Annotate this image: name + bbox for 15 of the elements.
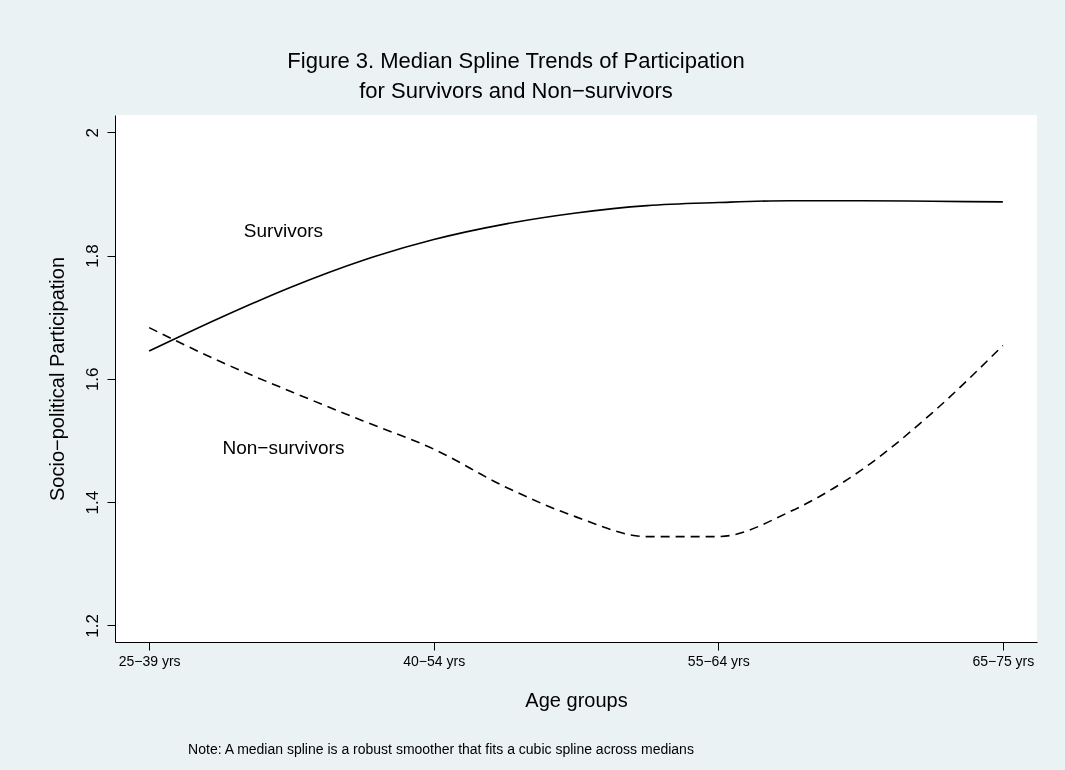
y-tick-label: 2: [82, 128, 102, 138]
series-label: Survivors: [243, 219, 324, 241]
x-tick-label: 40−54 yrs: [403, 652, 466, 669]
x-axis-title: Age groups: [525, 688, 628, 711]
y-axis-title: Socio−political Participation: [45, 256, 68, 502]
chart-title: Figure 3. Median Spline Trends of Participation for Survivors and Non−survivors: [287, 48, 745, 103]
series-label: Non−survivors: [222, 436, 345, 458]
y-tick-label: 1.4: [82, 490, 102, 515]
y-tick-label: 1.8: [82, 244, 102, 268]
x-tick-label: 55−64 yrs: [687, 652, 750, 669]
y-tick-label: 1.6: [82, 367, 102, 392]
x-tick-label: 65−75 yrs: [972, 652, 1035, 669]
y-tick-label: 1.2: [82, 614, 102, 638]
x-tick-label: 25−39 yrs: [118, 652, 181, 669]
text: Note: A median spline is a robust smoother that fits a cubic spline across medians: [188, 741, 694, 757]
